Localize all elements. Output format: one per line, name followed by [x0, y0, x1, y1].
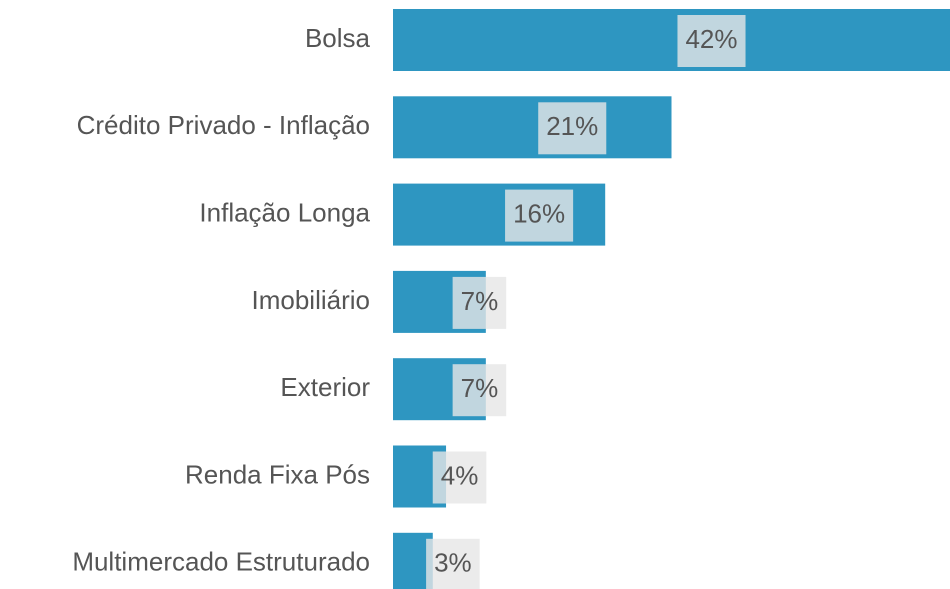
value-label: 42% — [685, 24, 737, 54]
value-label-box — [426, 538, 480, 589]
value-label-box — [432, 451, 487, 504]
value-label: 16% — [513, 198, 565, 228]
bar — [393, 96, 672, 159]
value-label: 3% — [434, 548, 472, 578]
value-label-box — [452, 364, 507, 417]
category-label: Renda Fixa Pós — [185, 459, 370, 489]
value-label: 4% — [441, 460, 479, 490]
category-label: Inflação Longa — [199, 197, 370, 227]
value-label-box — [538, 102, 607, 155]
value-label-box — [677, 15, 746, 67]
bar — [393, 183, 606, 246]
value-label: 21% — [546, 111, 598, 141]
category-label: Exterior — [280, 372, 370, 402]
value-label: 7% — [461, 373, 499, 403]
value-label: 7% — [461, 286, 499, 316]
value-label-box — [452, 276, 507, 329]
value-label-box — [505, 189, 574, 242]
bar — [393, 9, 950, 71]
category-label: Imobiliário — [252, 285, 371, 315]
category-label: Bolsa — [305, 23, 371, 53]
category-label: Crédito Privado - Inflação — [77, 110, 370, 140]
category-label: Multimercado Estruturado — [72, 547, 370, 577]
